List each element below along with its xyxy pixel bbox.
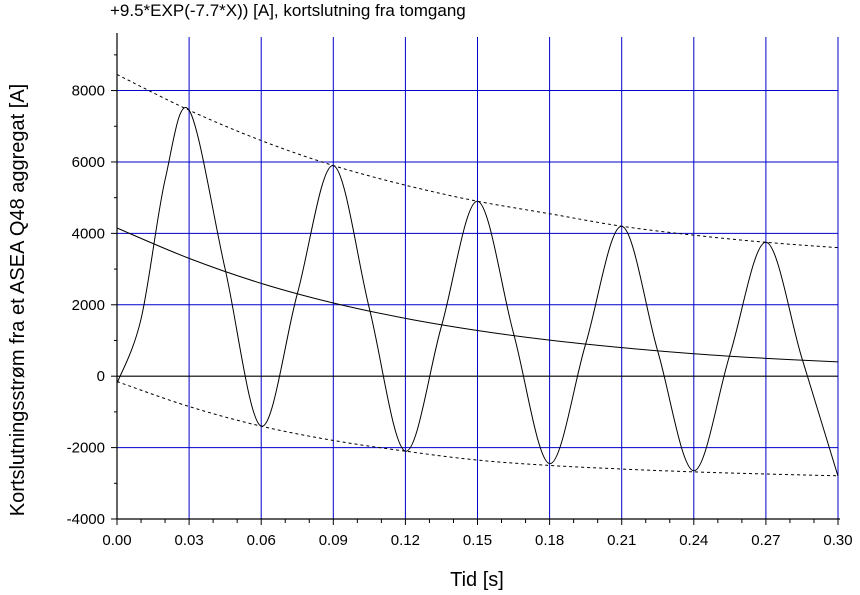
x-tick-label: 0.18 — [535, 532, 564, 549]
x-axis-title: Tid [s] — [450, 569, 504, 591]
x-tick-label: 0.21 — [607, 532, 636, 549]
series-line-1 — [116, 107, 839, 477]
x-tick-label: 0.12 — [391, 532, 420, 549]
chart-title: +9.5*EXP(-7.7*X)) [A], kortslutning fra … — [110, 1, 466, 20]
y-tick-label: -2000 — [67, 440, 105, 457]
x-tick-label: 0.24 — [679, 532, 708, 549]
y-tick-label: 4000 — [72, 225, 105, 242]
y-tick-label: 8000 — [72, 83, 105, 100]
y-tick-label: 0 — [97, 368, 105, 385]
tick-labels: 0.00 0.03 0.06 0.09 0.12 0.15 0.18 0.21 0.24 0.27… — [67, 83, 853, 549]
x-tick-label: 0.09 — [319, 532, 348, 549]
x-tick-label: 0.30 — [823, 532, 852, 549]
y-tick-label: 6000 — [72, 154, 105, 171]
axes — [111, 33, 840, 525]
x-tick-label: 0.06 — [247, 532, 276, 549]
y-tick-label: -4000 — [67, 511, 105, 528]
y-axis-title: Kortslutningsstrøm fra et ASEA Q48 aggre… — [7, 84, 29, 516]
x-tick-label: 0.00 — [102, 532, 131, 549]
y-tick-label: 2000 — [72, 297, 105, 314]
plot-area — [116, 74, 839, 477]
x-tick-label: 0.27 — [751, 532, 780, 549]
series-line-4 — [116, 381, 839, 477]
series-line-2 — [116, 227, 839, 363]
series-line-3 — [116, 74, 839, 249]
grid — [117, 37, 839, 519]
x-tick-label: 0.03 — [174, 532, 203, 549]
x-tick-label: 0.15 — [463, 532, 492, 549]
